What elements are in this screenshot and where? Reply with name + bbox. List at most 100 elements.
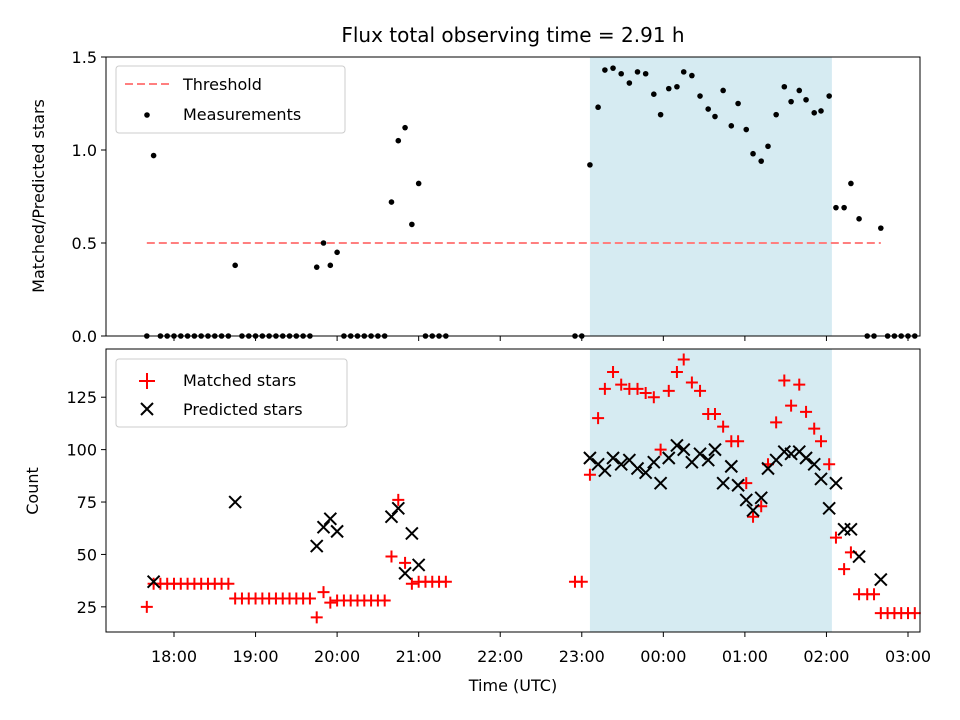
- matched-star-point: [378, 594, 391, 607]
- measurement-point: [618, 70, 624, 77]
- top-y-ticks: 0.0 0.5 1.0 1.5: [72, 48, 106, 346]
- measurement-point: [750, 150, 756, 157]
- bottom-y-tick-label: 100: [66, 441, 97, 460]
- matched-star-point: [647, 391, 660, 404]
- predicted-star-point: [146, 574, 161, 589]
- top-y-axis-label: Matched/Predicted stars: [29, 99, 48, 293]
- x-tick-label: 01:00: [722, 647, 768, 666]
- matched-star-point: [399, 556, 412, 569]
- measurement-point: [334, 249, 340, 256]
- measurement-point: [642, 70, 649, 77]
- predicted-star-point: [731, 478, 745, 492]
- x-tick-label: 18:00: [151, 647, 197, 666]
- x-axis-label: Time (UTC): [468, 676, 557, 695]
- bottom-observing-window: [589, 349, 832, 632]
- measurement-point: [856, 216, 862, 222]
- measurement-point: [388, 199, 395, 205]
- predicted-star-point: [724, 459, 739, 474]
- predicted-star-point: [323, 512, 338, 526]
- matched-star-point: [732, 435, 745, 448]
- measurement-point: [712, 113, 718, 120]
- bottom-y-axis-label: Count: [23, 467, 42, 515]
- legend-predicted-swatch: [140, 402, 154, 416]
- matched-star-point: [631, 382, 644, 395]
- measurement-point: [320, 240, 327, 246]
- predicted-star-point: [829, 476, 843, 490]
- matched-star-point: [615, 378, 628, 391]
- measurement-point: [765, 143, 771, 150]
- matched-star-point: [303, 592, 316, 605]
- x-tick-label: 21:00: [396, 647, 442, 666]
- measurement-point: [602, 67, 608, 73]
- measurement-point: [409, 221, 415, 228]
- predicted-star-point: [693, 447, 707, 461]
- measurement-point: [848, 180, 854, 187]
- predicted-star-point: [784, 447, 798, 461]
- measurement-point: [150, 152, 157, 159]
- matched-star-point: [639, 387, 652, 400]
- measurement-point: [743, 126, 750, 133]
- matched-star-point: [823, 458, 836, 471]
- predicted-star-point: [391, 501, 405, 516]
- matched-star-point: [592, 412, 605, 425]
- predicted-star-point: [330, 524, 344, 539]
- measurement-point: [697, 93, 703, 99]
- measurement-point: [665, 85, 672, 92]
- measurement-point: [735, 100, 741, 107]
- matched-star-point: [222, 577, 235, 590]
- predicted-star-point: [670, 438, 684, 453]
- predicted-star-point: [814, 472, 828, 486]
- matched-star-point: [694, 384, 707, 397]
- x-tick-label: 20:00: [314, 647, 360, 666]
- predicted-star-point: [398, 566, 412, 581]
- predicted-star-point: [799, 451, 813, 465]
- predicted-star-point: [852, 549, 866, 564]
- measurement-point: [415, 180, 422, 187]
- matched-star-point: [310, 611, 323, 624]
- legend-matched-swatch: [139, 373, 155, 389]
- matched-star-point: [747, 510, 760, 523]
- bottom-y-ticks: 25 50 75 100 125: [66, 388, 106, 617]
- predicted-star-point: [844, 522, 858, 536]
- top-legend-box: [115, 65, 346, 134]
- top-y-tick-label: 0.5: [72, 234, 97, 253]
- legend-threshold-label: Threshold: [182, 75, 262, 94]
- top-x-ticks: [173, 336, 909, 341]
- measurement-point: [626, 80, 633, 86]
- bottom-panel: 25 50 75 100 125 18:00 19:00 20:00 21:00 22:00 23…: [23, 348, 931, 695]
- measurement-point: [811, 110, 818, 116]
- legend-measurements-label: Measurements: [183, 105, 301, 124]
- matched-star-point: [598, 382, 611, 395]
- top-legend: Threshold Measurements: [115, 65, 346, 134]
- predicted-star-point: [874, 572, 888, 587]
- measurement-point: [313, 264, 320, 270]
- matched-star-point: [778, 374, 791, 387]
- measurement-point: [728, 123, 735, 129]
- matched-star-point: [677, 353, 690, 366]
- top-axes-frame: [105, 56, 921, 337]
- bottom-y-tick-label: 75: [77, 493, 97, 512]
- measurement-point: [657, 111, 664, 118]
- matched-star-point: [685, 376, 698, 389]
- top-y-tick-label: 1.0: [72, 141, 97, 160]
- predicted-star-point: [822, 501, 836, 516]
- bottom-y-tick-label: 50: [77, 545, 97, 564]
- matched-star-point: [324, 596, 337, 609]
- matched-star-point: [392, 493, 405, 506]
- predicted-star-point: [754, 491, 768, 505]
- matched-star-point: [385, 550, 398, 563]
- matched-star-point: [670, 366, 683, 379]
- matched-star-point: [405, 577, 418, 590]
- matched-star-point: [908, 607, 921, 620]
- legend-measurements-swatch: [144, 112, 150, 118]
- predicted-star-point: [606, 451, 620, 465]
- matched-star-point: [770, 416, 783, 429]
- predicted-star-point: [701, 453, 715, 467]
- matched-star-point: [717, 420, 730, 433]
- predicted-star-point: [716, 476, 730, 490]
- predicted-star-point: [653, 476, 668, 490]
- measurement-point: [758, 158, 764, 164]
- measurement-point: [595, 104, 601, 111]
- measurement-point: [773, 111, 779, 118]
